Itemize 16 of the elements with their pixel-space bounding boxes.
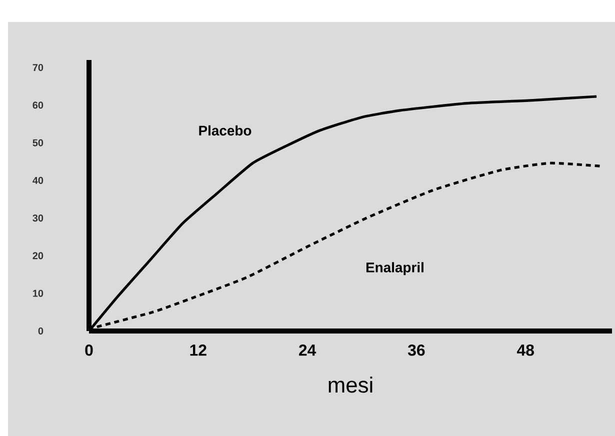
y-tick-label: 20	[32, 252, 44, 260]
y-tick-label: 60	[32, 102, 44, 109]
x-tick-label: 24	[298, 344, 316, 356]
y-tick-label: 10	[33, 290, 44, 297]
series-label: Placebo	[199, 125, 252, 136]
y-tick-label: 40	[32, 176, 44, 184]
text: Enalapril	[366, 262, 424, 276]
y-tick-label: 0	[38, 327, 44, 335]
y-tick-label: 50	[32, 139, 44, 146]
x-axis-title: mesi	[328, 376, 372, 393]
y-tick-label: 30	[32, 214, 44, 222]
x-tick-label: 12	[190, 344, 206, 356]
x-tick-label: 36	[408, 344, 425, 356]
y-tick-label: 70	[32, 64, 44, 72]
x-tick-label: 0	[85, 344, 93, 356]
x-tick-label: 48	[516, 344, 534, 356]
